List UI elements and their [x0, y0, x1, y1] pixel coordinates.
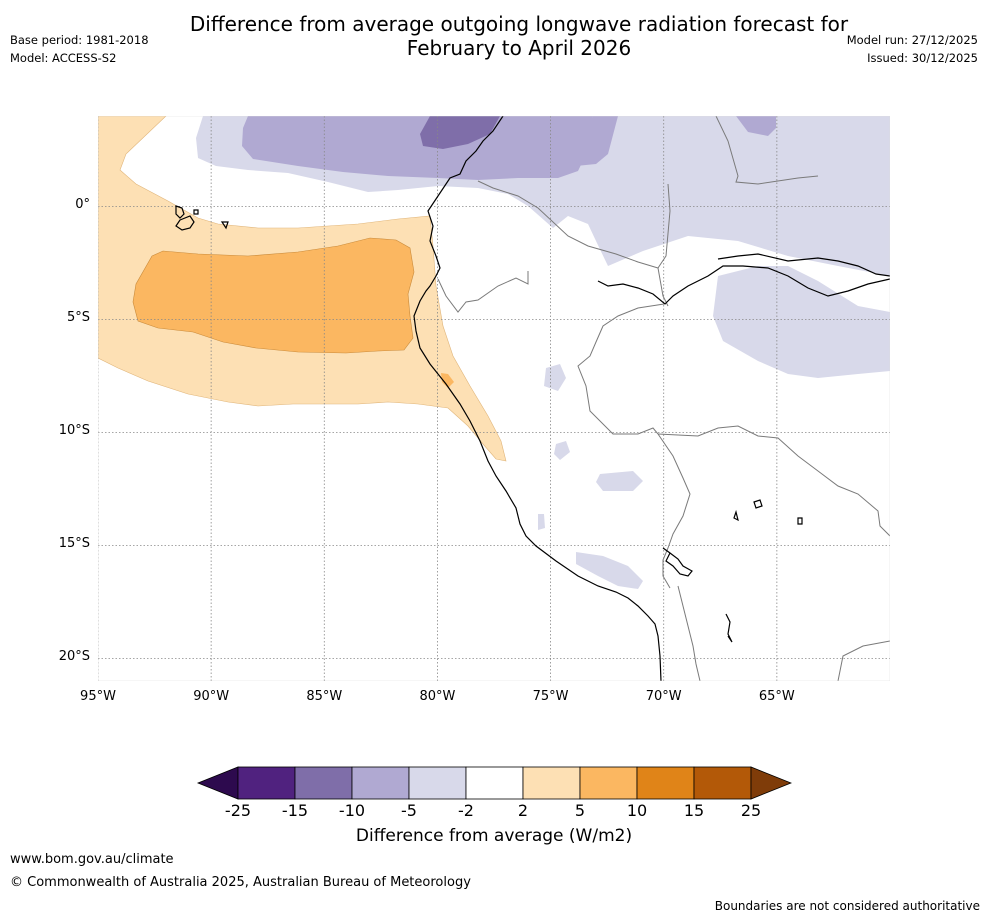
colorbar-tick-label: 5 [574, 801, 586, 820]
lon-tick-label: 70°W [645, 689, 682, 704]
lon-tick-label: 85°W [306, 689, 343, 704]
colorbar-cell [636, 766, 695, 800]
lake-rio-2 [753, 499, 763, 509]
contour-medium-orange [132, 237, 415, 354]
colorbar-over-arrow [750, 766, 792, 800]
lon-tick-label: 95°W [80, 689, 116, 704]
lavender-small-1 [554, 441, 570, 460]
lon-tick-label: 75°W [532, 689, 569, 704]
lavender-small-3 [538, 514, 545, 530]
contour-dark-purple [420, 116, 500, 149]
colorbar-cell [294, 766, 353, 800]
meta-left: Base period: 1981-2018 Model: ACCESS-S2 [10, 31, 149, 67]
map-panel [98, 116, 890, 681]
colorbar-tick-label: -2 [458, 801, 474, 820]
title-line-1: Difference from average outgoing longwav… [189, 12, 849, 36]
island-galapagos-2 [175, 215, 195, 231]
colorbar-tick-label: -25 [224, 801, 252, 820]
colorbar-cell [408, 766, 467, 800]
lat-tick-label: 5°S [66, 310, 90, 326]
lon-tick-label: 80°W [419, 689, 456, 704]
colorbar-cell [579, 766, 638, 800]
graticule [98, 116, 890, 681]
colorbar-under-arrow [196, 766, 239, 800]
colorbar-tick-label: 2 [517, 801, 529, 820]
colorbar-tick-label: 15 [683, 801, 705, 820]
island-galapagos-3 [193, 209, 199, 215]
east-lavender-blob [713, 266, 890, 378]
island-galapagos-4 [220, 221, 229, 230]
colorbar-title: Difference from average (W/m2) [355, 826, 633, 846]
border-paraguay [837, 640, 890, 681]
central-lavender-blob [544, 364, 566, 391]
border-colombia-brazil [657, 183, 671, 307]
colorbar-cell [465, 766, 524, 800]
colorbar-cell [693, 766, 752, 800]
lavender-small-2 [596, 471, 643, 491]
lon-tick-label: 90°W [193, 689, 230, 704]
border-colombia-venezuela [715, 116, 819, 185]
colorbar-tick-label: -5 [401, 801, 417, 820]
colorbar-tick-label: 25 [740, 801, 762, 820]
lon-tick-label: 65°W [758, 689, 795, 704]
lake-rio-1 [733, 509, 739, 522]
colorbar-cell [237, 766, 296, 800]
island-galapagos-1 [175, 205, 185, 219]
contour-medium-lavender-ne [736, 116, 776, 136]
river-amazon [597, 265, 890, 305]
lat-tick-label: 20°S [58, 649, 90, 665]
base-period-text: Base period: 1981-2018 [10, 33, 149, 47]
coastlines [175, 116, 890, 681]
border-colombia-ecuador [477, 180, 659, 269]
river-solimoes [717, 253, 890, 277]
colorbar-cell [351, 766, 410, 800]
border-peru-bolivia [657, 433, 691, 589]
lavender-south-blob [576, 552, 643, 589]
border-bolivia-brazil [657, 425, 890, 537]
model-run-text: Model run: 27/12/2025 [846, 33, 978, 47]
coast-pacific [413, 116, 662, 681]
copyright-text: © Commonwealth of Australia 2025, Austra… [10, 875, 471, 890]
coast-titicaca [662, 547, 693, 577]
website-text: www.bom.gov.au/climate [10, 852, 174, 867]
colorbar-tick-label: -10 [338, 801, 366, 820]
lat-tick-label: 15°S [58, 536, 90, 552]
colorbar-tick-label: -15 [281, 801, 309, 820]
border-ecuador-peru [437, 271, 529, 313]
border-peru-brazil [577, 303, 665, 435]
colorbar [196, 766, 792, 800]
model-text: Model: ACCESS-S2 [10, 51, 117, 65]
country-borders [437, 116, 890, 681]
contour-orange-spot [441, 373, 454, 388]
lake-rio-3 [797, 517, 803, 525]
title-line-2: February to April 2026 [406, 36, 632, 60]
lat-tick-label: 0° [75, 197, 90, 213]
contour-medium-lavender [242, 116, 593, 180]
issued-text: Issued: 30/12/2025 [867, 51, 978, 65]
meta-right: Model run: 27/12/2025 Issued: 30/12/2025 [847, 31, 978, 67]
lat-tick-label: 10°S [58, 423, 90, 439]
lake-poopo [725, 613, 733, 643]
colorbar-tick-label: 10 [626, 801, 648, 820]
colorbar-cell [522, 766, 581, 800]
border-chile-bolivia [677, 585, 701, 681]
disclaimer-text: Boundaries are not considered authoritat… [714, 899, 980, 913]
contour-medium-lavender-east [576, 116, 618, 166]
chart-title: Difference from average outgoing longwav… [0, 12, 988, 60]
